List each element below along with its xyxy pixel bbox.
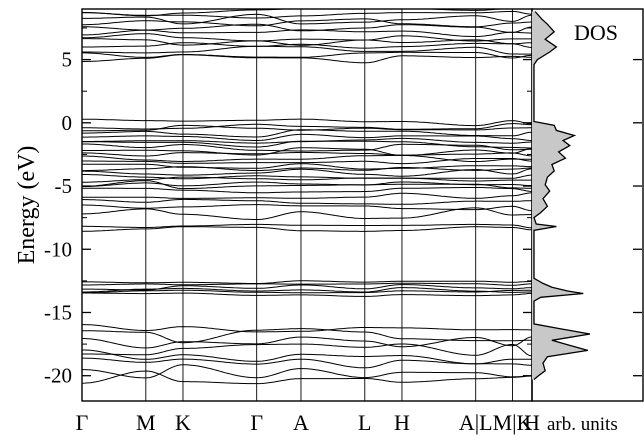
- band-line: [82, 168, 533, 177]
- band-line: [82, 292, 532, 297]
- x-axis-labels: Γ M K Γ A L H A|L M|KH: [76, 410, 540, 435]
- x-tick-label: Γ: [250, 410, 263, 435]
- band-line: [82, 324, 532, 333]
- band-panel: 50-5-10-15-20 Γ M K Γ A L H A|L M|KH Energy (eV): [14, 8, 540, 435]
- y-axis-label: Energy (eV): [14, 146, 40, 265]
- band-line: [82, 13, 533, 25]
- band-line: [82, 336, 533, 349]
- x-tick-label: Γ: [76, 410, 89, 435]
- band-line: [82, 187, 533, 194]
- band-line: [82, 123, 532, 130]
- band-line: [82, 174, 533, 180]
- y-tick-label: -20: [44, 364, 72, 388]
- y-axis-ticks: 5 0 -5 -10 -15 -20: [44, 27, 532, 388]
- band-line: [82, 154, 532, 162]
- y-tick-label: -15: [44, 300, 72, 324]
- band-line: [82, 23, 533, 33]
- x-tick-label: L: [358, 410, 371, 435]
- band-line: [82, 118, 533, 127]
- x-tick-label: H: [524, 410, 540, 435]
- band-line: [82, 357, 532, 369]
- band-line: [82, 163, 532, 170]
- y-tick-label: 5: [62, 48, 73, 72]
- band-line: [82, 223, 533, 229]
- band-panel-frame: [81, 8, 533, 402]
- band-line: [82, 133, 533, 141]
- band-line: [82, 343, 533, 357]
- band-line: [82, 147, 533, 156]
- dos-axis-ticks: [633, 58, 642, 377]
- y-tick-label: -5: [55, 174, 73, 198]
- band-line: [82, 18, 533, 28]
- x-tick-label: M: [136, 410, 156, 435]
- x-tick-label: M|K: [493, 410, 533, 435]
- x-tick-label: H: [394, 410, 410, 435]
- band-line: [81, 198, 532, 205]
- band-line: [82, 204, 533, 212]
- y-tick-label: -10: [44, 237, 72, 261]
- band-line: [81, 8, 532, 17]
- y-tick-label: 0: [62, 111, 73, 135]
- band-line: [82, 137, 533, 144]
- band-line: [82, 176, 532, 183]
- band-line: [81, 280, 533, 284]
- x-tick-label: A|L: [459, 410, 493, 435]
- band-line: [82, 226, 533, 232]
- band-line: [82, 29, 533, 37]
- band-line: [81, 370, 533, 385]
- band-line: [82, 51, 533, 59]
- dos-fill: [532, 11, 590, 380]
- x-tick-label: A: [293, 410, 309, 435]
- band-line: [82, 282, 532, 286]
- band-line: [82, 151, 533, 157]
- dos-x-axis-label: arb. units: [547, 414, 618, 435]
- x-tick-label: K: [175, 410, 191, 435]
- band-line: [82, 180, 533, 190]
- band-line: [82, 328, 532, 344]
- band-line: [82, 54, 532, 64]
- band-line: [82, 143, 532, 152]
- dos-label: DOS: [574, 20, 618, 45]
- bands: [81, 8, 533, 385]
- band-line: [82, 364, 533, 379]
- dos-panel: DOS arb. units: [531, 8, 644, 435]
- band-line: [82, 289, 532, 294]
- band-line: [82, 284, 533, 291]
- band-line: [82, 42, 533, 49]
- band-line: [82, 158, 533, 165]
- band-line: [82, 33, 532, 42]
- band-line: [82, 166, 532, 172]
- band-line: [82, 45, 532, 55]
- dos-line: [533, 11, 591, 380]
- band-line: [81, 349, 532, 365]
- band-line: [82, 192, 533, 199]
